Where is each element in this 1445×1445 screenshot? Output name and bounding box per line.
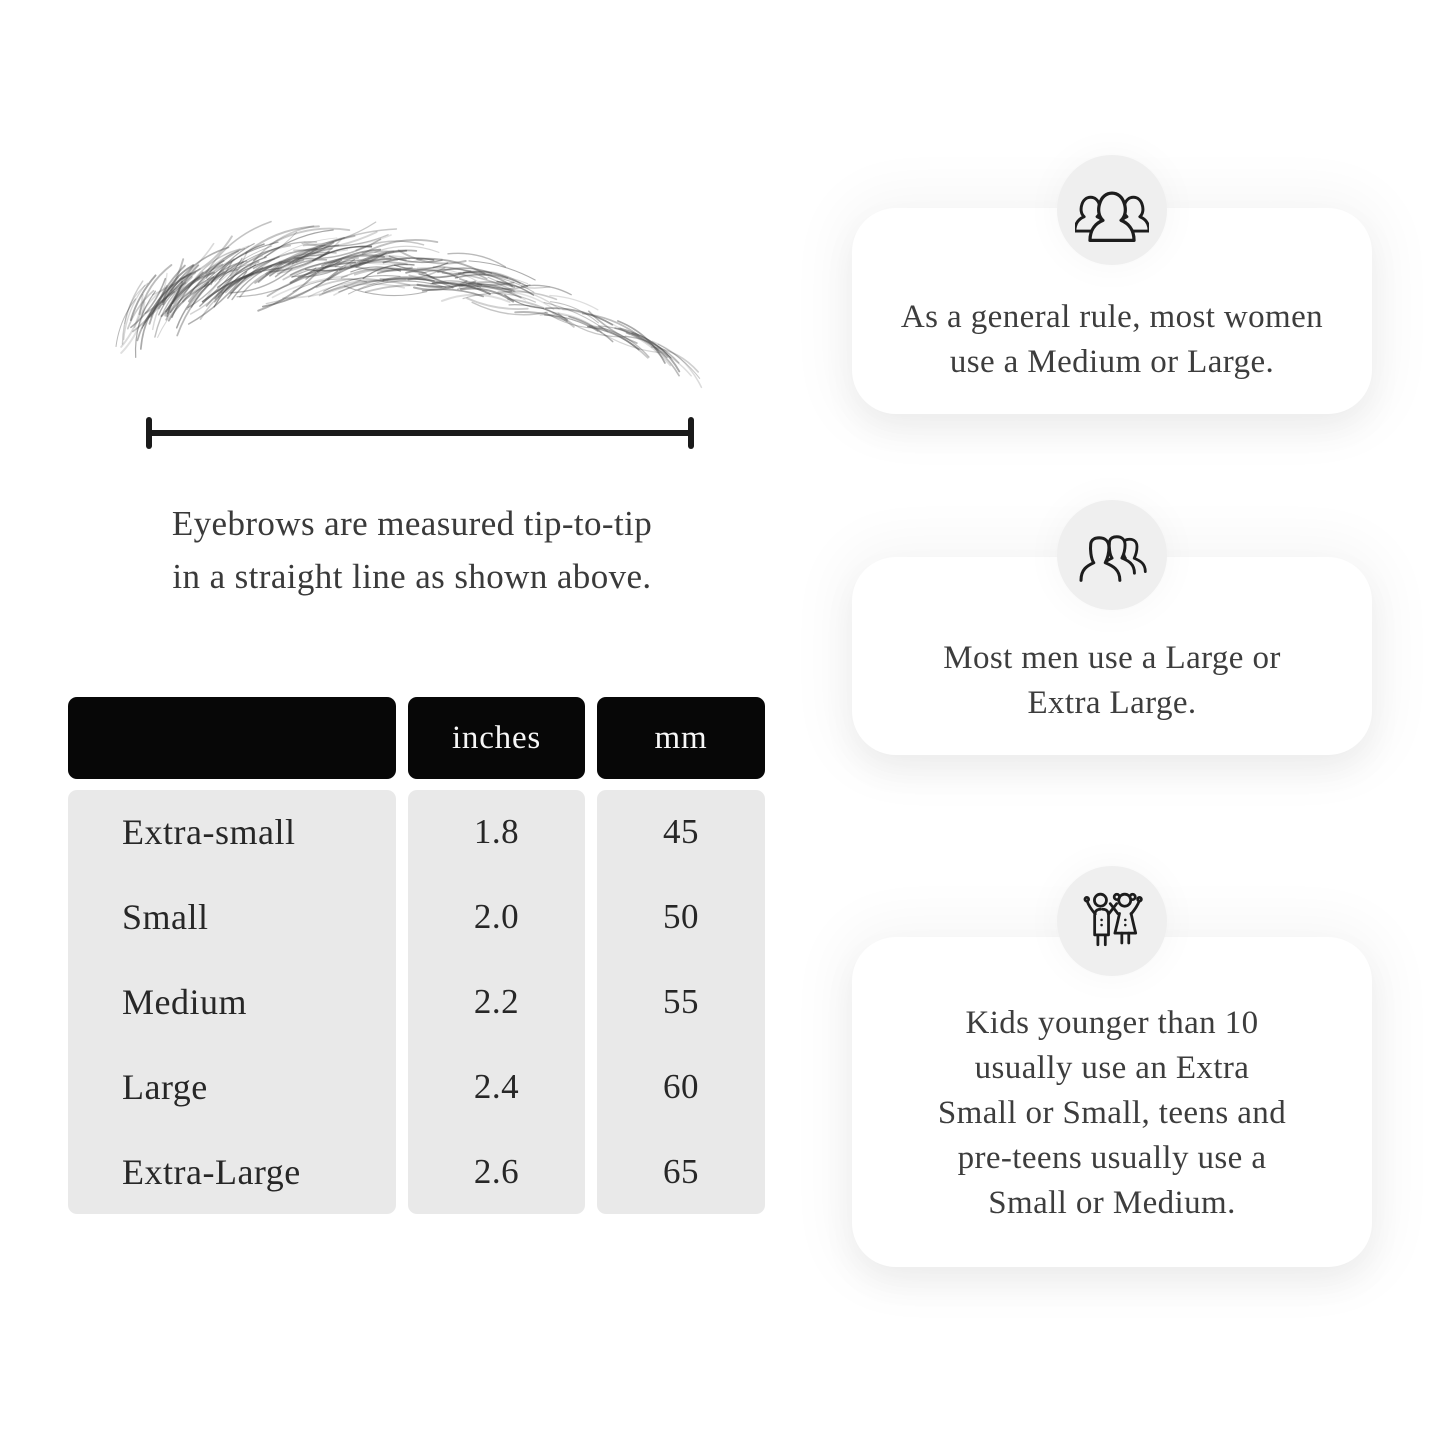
table-cell-inches: 1.8 xyxy=(473,812,520,852)
info-card-icon-circle xyxy=(1057,500,1167,610)
table-cell-label: Extra-small xyxy=(122,812,296,853)
table-cell-label: Small xyxy=(122,897,209,938)
caption-line: in a straight line as shown above. xyxy=(172,557,652,596)
table-cell-mm: 55 xyxy=(663,981,699,1021)
info-card-text-line: pre-teens usually use a xyxy=(957,1140,1267,1176)
table-cell-inches: 2.6 xyxy=(473,1151,520,1191)
table-cell-mm: 65 xyxy=(663,1151,699,1191)
table-cell-inches: 2.2 xyxy=(473,981,520,1021)
caption-line: Eyebrows are measured tip-to-tip xyxy=(171,504,653,543)
table-cell-mm: 60 xyxy=(663,1066,699,1106)
kids-icon xyxy=(1075,884,1149,958)
info-card-icon-circle xyxy=(1057,155,1167,265)
table-cell-mm: 50 xyxy=(663,897,699,937)
info-card-kids xyxy=(852,937,1372,1267)
info-card-text-line: usually use an Extra xyxy=(974,1050,1250,1086)
eyebrow-illustration xyxy=(115,220,703,389)
info-card-icon-circle xyxy=(1057,866,1167,976)
measurement-line-left-cap xyxy=(146,417,152,449)
table-cell-mm: 45 xyxy=(663,812,699,852)
measurement-caption: Eyebrows are measured tip-to-tip in a st… xyxy=(82,497,742,603)
mm-column-header: mm xyxy=(597,697,765,779)
inches-value-column: 1.8 2.0 2.2 2.4 2.6 xyxy=(408,790,585,1214)
measurement-line-right-cap xyxy=(688,417,694,449)
measurement-line xyxy=(146,417,694,449)
info-card-text-line: use a Medium or Large. xyxy=(949,344,1275,380)
info-card-text: Kids younger than 10 usually use an Extra… xyxy=(872,1001,1352,1226)
size-column-header xyxy=(68,697,396,779)
info-card-text: As a general rule, most women use a Mediu… xyxy=(872,295,1352,385)
info-card-text-line: Extra Large. xyxy=(1027,685,1197,721)
table-cell-label: Medium xyxy=(122,981,247,1022)
info-card-text-line: As a general rule, most women xyxy=(900,299,1324,335)
size-label-column: Extra-small Small Medium Large Extra-Large xyxy=(68,790,396,1214)
women-group-icon xyxy=(1075,173,1149,247)
info-card-text-line: Small or Medium. xyxy=(988,1185,1236,1221)
table-cell-label: Large xyxy=(122,1066,208,1107)
table-cell-label: Extra-Large xyxy=(122,1151,301,1192)
info-card-text-line: Most men use a Large or xyxy=(943,640,1281,676)
info-card-text: Most men use a Large or Extra Large. xyxy=(872,636,1352,726)
info-card-text-line: Kids younger than 10 xyxy=(965,1005,1259,1041)
table-cell-inches: 2.0 xyxy=(473,897,520,937)
info-card-text-line: Small or Small, teens and xyxy=(937,1095,1287,1131)
mm-value-column: 45 50 55 60 65 xyxy=(597,790,765,1214)
men-group-icon xyxy=(1075,518,1149,592)
table-cell-inches: 2.4 xyxy=(473,1066,520,1106)
inches-column-header: inches xyxy=(408,697,585,779)
